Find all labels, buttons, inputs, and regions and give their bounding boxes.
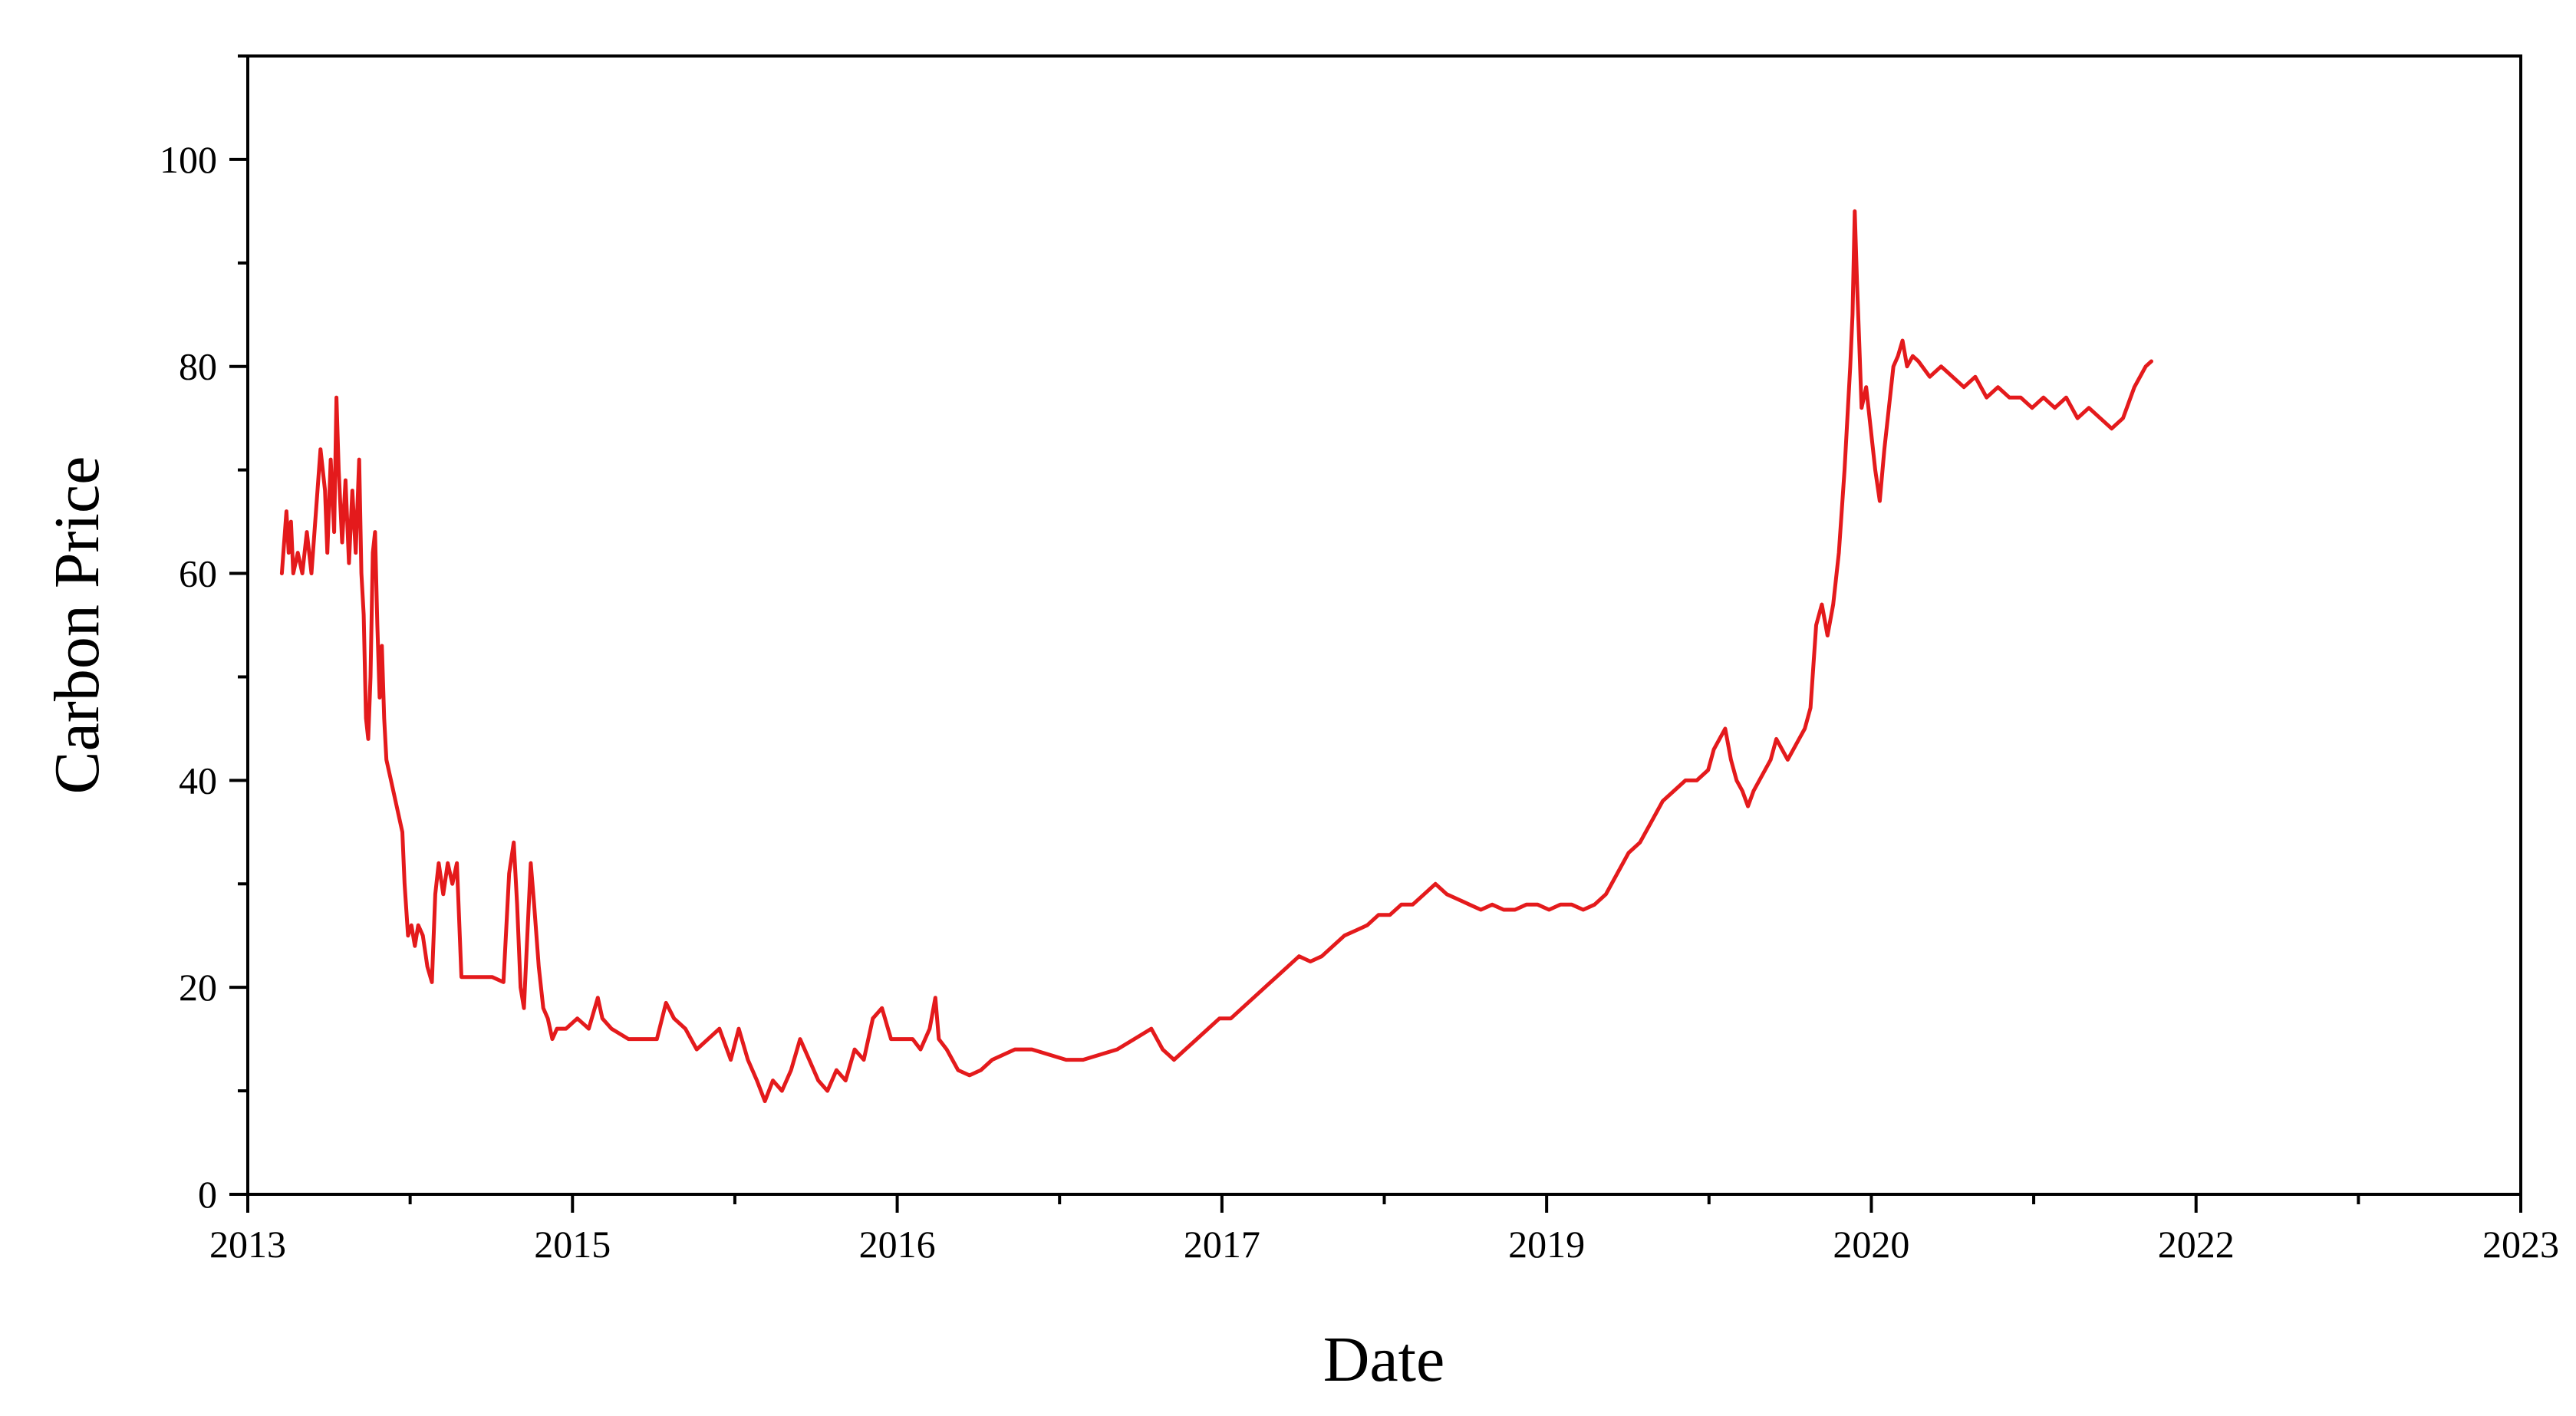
x-tick-label: 2022 (2158, 1223, 2235, 1266)
y-tick-label: 40 (179, 759, 217, 802)
x-tick-label: 2023 (2482, 1223, 2559, 1266)
y-axis-title: Carbon Price (41, 456, 113, 795)
x-tick-label: 2019 (1508, 1223, 1585, 1266)
x-axis: 2013 2015 2016 2017 2019 2020 2022 2023 (209, 1194, 2559, 1266)
x-axis-title: Date (1323, 1324, 1445, 1395)
x-tick-label: 2020 (1833, 1223, 1909, 1266)
y-tick-label: 0 (198, 1173, 217, 1216)
y-tick-label: 80 (179, 345, 217, 388)
x-tick-label: 2013 (209, 1223, 286, 1266)
y-axis: 0 20 40 60 80 100 (160, 54, 248, 1216)
y-tick-label: 100 (160, 138, 217, 181)
series-line-carbon-price (279, 209, 2153, 1104)
x-tick-label: 2016 (859, 1223, 936, 1266)
x-tick-label: 2017 (1184, 1223, 1260, 1266)
y-tick-label: 20 (179, 966, 217, 1009)
y-tick-label: 60 (179, 552, 217, 595)
x-tick-label: 2015 (534, 1223, 611, 1266)
